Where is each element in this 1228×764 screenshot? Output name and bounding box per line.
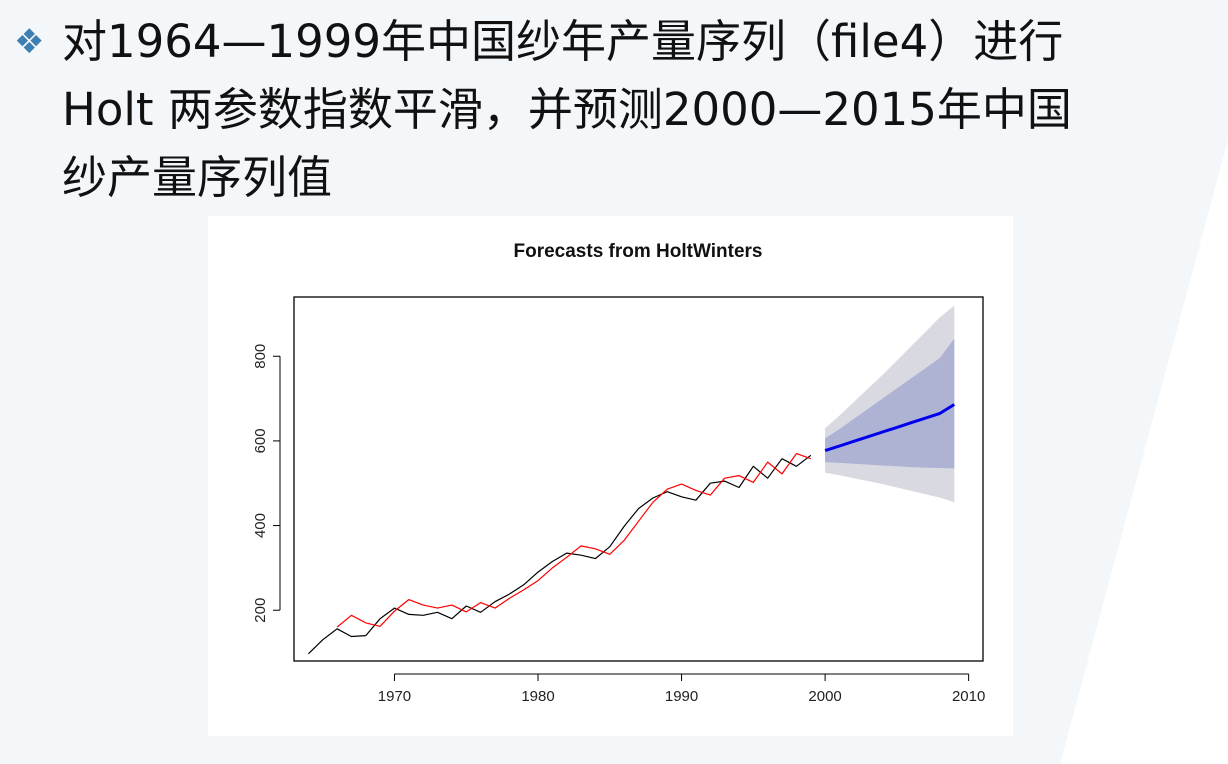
x-tick-label: 1980 [521, 688, 554, 705]
y-tick-label: 800 [252, 344, 269, 369]
y-tick-label: 400 [252, 513, 269, 538]
x-tick-label: 2000 [808, 688, 841, 705]
heading-line-3: 纱产量序列值 [62, 151, 333, 204]
x-tick-label: 2010 [952, 688, 985, 705]
band-80 [825, 338, 955, 469]
observed-series-line [307, 454, 812, 655]
slide-heading: ❖ 对1964—1999年中国纱年产量序列（file4）进行 Holt 两参数指数… [14, 8, 1214, 212]
y-tick-label: 200 [252, 598, 269, 623]
forecast-mean-line [824, 403, 956, 453]
plot-frame [293, 296, 984, 662]
heading-line-1: ❖ 对1964—1999年中国纱年产量序列（file4）进行 [14, 8, 1214, 76]
x-axis: 1970 1980 1990 2000 2010 [378, 673, 985, 705]
x-tick-label: 1990 [665, 688, 698, 705]
y-tick-label: 600 [252, 428, 269, 453]
diamond-cluster-icon: ❖ [14, 22, 45, 62]
heading-line-2: Holt 两参数指数平滑，并预测2000—2015年中国 [62, 83, 1072, 136]
fitted-series-line [336, 453, 812, 628]
chart-title: Forecasts from HoltWinters [514, 241, 763, 262]
heading-text-1: 对1964—1999年中国纱年产量序列（file4）进行 [62, 15, 1064, 68]
x-tick-label: 1970 [378, 688, 411, 705]
y-axis: 200 400 600 800 [252, 344, 281, 623]
forecast-bands [825, 305, 955, 503]
series-lines [307, 403, 956, 655]
chart-container: Forecasts from HoltWinters 1970 1980 1990 2… [208, 216, 1013, 736]
forecast-chart: Forecasts from HoltWinters 1970 1980 1990 2… [252, 241, 985, 705]
